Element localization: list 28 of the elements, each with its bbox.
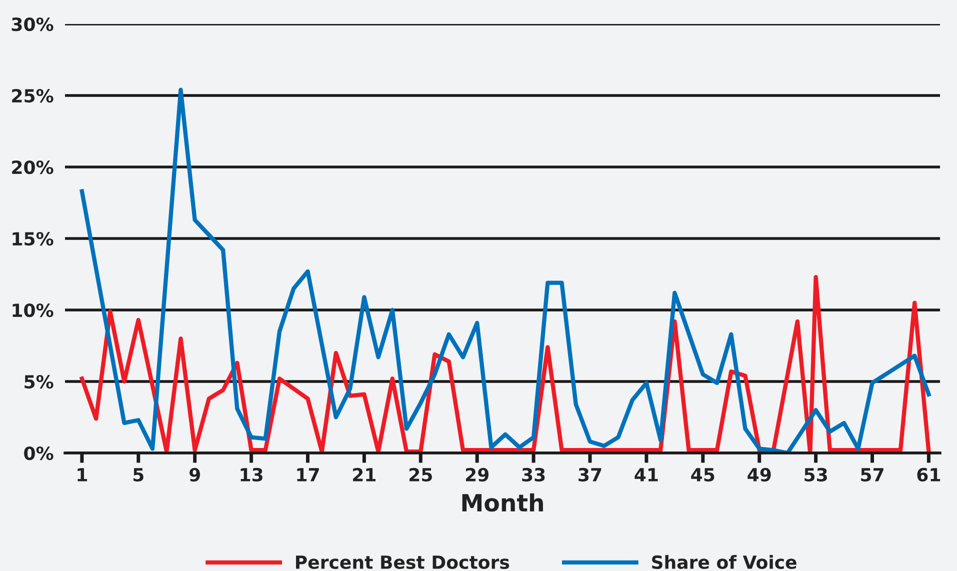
x-tick-label: 29 — [466, 468, 489, 482]
x-tick-label: 33 — [522, 468, 545, 482]
x-tick-label: 5 — [134, 468, 144, 482]
y-tick-label: 20% — [12, 160, 54, 174]
x-tick-label: 57 — [861, 468, 884, 482]
line-series — [80, 88, 931, 453]
x-tick-label: 25 — [410, 468, 432, 482]
x-tick-label: 61 — [917, 468, 940, 482]
legend-label: Percent Best Doctors — [296, 556, 510, 570]
x-tick-label: 1 — [78, 468, 87, 482]
y-tick-label: 0% — [24, 446, 54, 460]
y-tick-label: 30% — [12, 17, 54, 32]
x-tick-label: 17 — [297, 468, 319, 482]
y-tick-label: 25% — [12, 88, 54, 103]
x-tick-label: 49 — [748, 468, 771, 482]
line-series — [80, 275, 931, 453]
x-tick-label: 53 — [804, 468, 827, 482]
x-tick-label: 9 — [189, 468, 200, 482]
y-tick-label: 10% — [12, 303, 54, 318]
x-tick-label: 41 — [634, 468, 658, 482]
x-tick-label: 37 — [578, 468, 602, 482]
x-tick-label: 45 — [691, 468, 714, 482]
legend-label: Share of Voice — [652, 555, 796, 570]
y-tick-label: 5% — [24, 374, 54, 389]
x-axis-title: Month — [462, 493, 543, 512]
x-tick-label: 21 — [353, 468, 376, 482]
y-tick-label: 15% — [12, 232, 54, 246]
x-tick-label: 13 — [240, 468, 262, 482]
